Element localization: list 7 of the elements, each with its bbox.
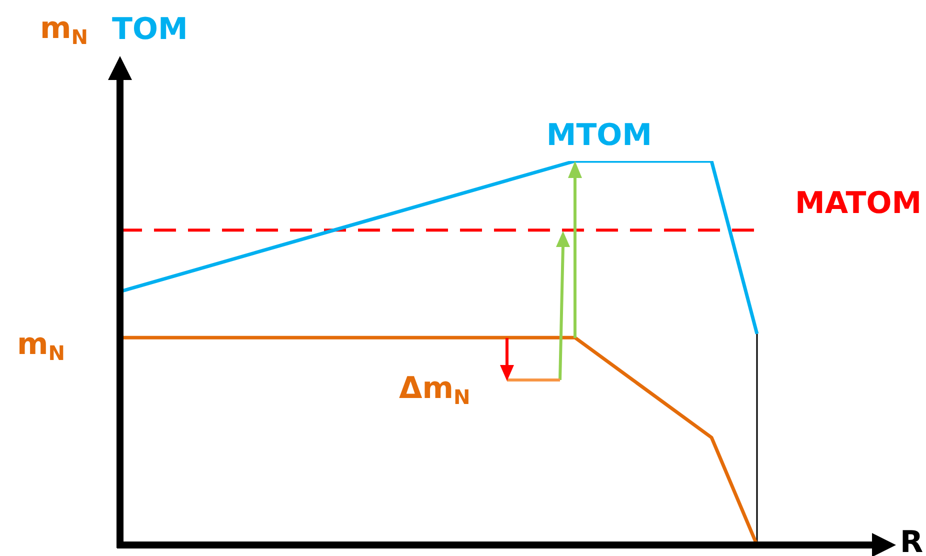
ref-line-label: MATOM (795, 186, 922, 222)
text: m$_{N}$ (17, 326, 66, 364)
annotation: MTOM (546, 118, 652, 153)
text: m$_{N}$ (40, 10, 88, 48)
x-axis-title: R (900, 525, 924, 556)
annotation: Δm$_{N}$ (399, 371, 470, 409)
text: TOM (112, 12, 188, 47)
